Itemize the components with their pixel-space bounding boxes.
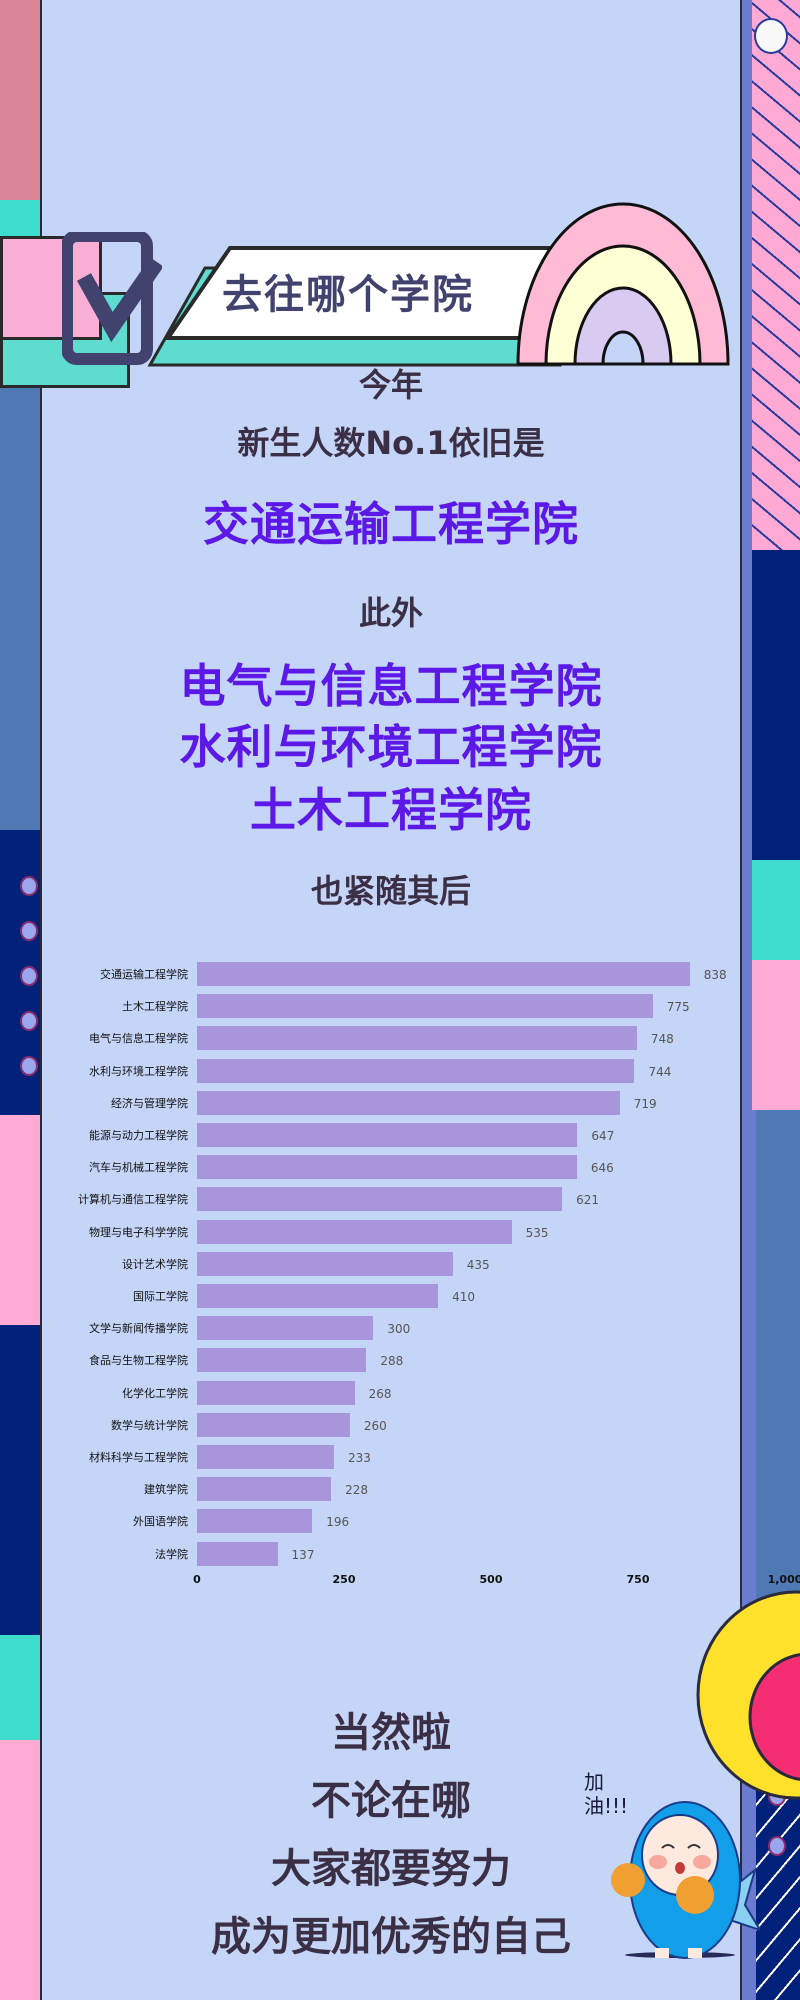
- intro-line-4: 也紧随其后: [310, 872, 471, 910]
- fish-mascot-icon: [611, 1801, 763, 1959]
- bar: [197, 1026, 637, 1051]
- mascot-illustration: 加油!!!: [584, 1770, 763, 1970]
- data-label: 196: [326, 1515, 350, 1530]
- x-tick-label: 750: [626, 1573, 650, 1586]
- bar: [197, 1348, 367, 1373]
- x-tick-label: 0: [193, 1573, 201, 1586]
- y-axis-label: 建筑学院: [144, 1483, 188, 1497]
- data-label: 288: [380, 1354, 404, 1369]
- data-label: 621: [576, 1193, 600, 1208]
- y-axis-label: 土木工程学院: [122, 1000, 188, 1014]
- bar: [197, 1251, 453, 1276]
- data-label: 748: [650, 1032, 674, 1047]
- y-axis-label: 外国语学院: [133, 1515, 188, 1529]
- data-label: 268: [368, 1386, 392, 1401]
- y-axis-label: 化学化工学院: [122, 1386, 188, 1400]
- bar: [197, 1155, 577, 1180]
- data-label: 410: [452, 1290, 475, 1304]
- follower-college: 水利与环境工程学院: [179, 720, 603, 774]
- bar: [197, 1445, 334, 1469]
- x-tick-label: 1,000: [767, 1573, 800, 1586]
- y-axis-label: 文学与新闻传播学院: [89, 1322, 188, 1336]
- y-axis-label: 数学与统计学院: [111, 1418, 188, 1432]
- bar: [197, 1123, 578, 1147]
- outro-line: 当然啦: [331, 1710, 451, 1756]
- bar: [197, 1380, 355, 1405]
- data-label: 137: [291, 1547, 315, 1562]
- data-label: 535: [525, 1225, 549, 1240]
- follower-college: 土木工程学院: [250, 783, 532, 837]
- mascot-cheer-text: 加油!!!: [584, 1770, 629, 1818]
- bar: [197, 1412, 350, 1437]
- bar: [197, 1219, 512, 1244]
- y-axis-label: 材料科学与工程学院: [89, 1451, 188, 1464]
- intro-line-3: 此外: [358, 594, 423, 632]
- data-label: 435: [466, 1257, 490, 1272]
- bar: [197, 1284, 439, 1308]
- data-label: 838: [703, 968, 727, 982]
- header-title: 去往哪个学院: [222, 272, 474, 318]
- bar: [197, 1509, 313, 1534]
- y-axis-label: 设计艺术学院: [122, 1257, 188, 1271]
- checkbox-icon: [61, 230, 164, 367]
- data-label: 260: [363, 1418, 387, 1433]
- y-axis-label: 计算机与通信工程学院: [78, 1193, 188, 1207]
- bar: [197, 1090, 620, 1115]
- bar: [197, 1316, 374, 1341]
- y-axis-label: 交通运输工程学院: [100, 968, 188, 981]
- bar: [197, 1058, 635, 1083]
- y-axis-label: 经济与管理学院: [111, 1096, 188, 1110]
- intro-line-1: 今年: [358, 366, 423, 404]
- circle-decor: [696, 1590, 800, 1800]
- outro-line: 大家都要努力: [271, 1846, 511, 1892]
- follower-college: 电气与信息工程学院: [179, 659, 603, 713]
- y-axis-label: 汽车与机械工程学院: [89, 1161, 188, 1175]
- bar: [197, 1541, 278, 1566]
- pink-circle-decor: [748, 1653, 800, 1781]
- data-label: 647: [591, 1129, 615, 1143]
- intro-line-2: 新生人数No.1依旧是: [237, 424, 545, 462]
- banner-graphics: [147, 202, 730, 367]
- data-label: 233: [348, 1451, 371, 1465]
- data-label: 744: [648, 1064, 672, 1079]
- bar: [197, 994, 653, 1019]
- rainbow-icon: [516, 202, 730, 366]
- outro-line: 成为更加优秀的自己: [211, 1914, 571, 1960]
- data-label: 300: [387, 1322, 411, 1337]
- y-axis-label: 物理与电子科学学院: [89, 1225, 188, 1239]
- y-axis-label: 国际工学院: [133, 1290, 188, 1303]
- y-axis-label: 能源与动力工程学院: [89, 1129, 188, 1142]
- top-college: 交通运输工程学院: [203, 497, 579, 551]
- data-label: 646: [590, 1161, 614, 1176]
- bar: [197, 1477, 332, 1502]
- y-axis-label: 食品与生物工程学院: [89, 1354, 188, 1368]
- outro-line: 不论在哪: [311, 1778, 471, 1824]
- x-tick-label: 500: [479, 1573, 503, 1586]
- bar: [197, 1187, 563, 1212]
- y-axis-label: 法学院: [155, 1547, 188, 1561]
- data-label: 719: [633, 1096, 657, 1111]
- y-axis-label: 水利与环境工程学院: [89, 1064, 188, 1078]
- y-axis-label: 电气与信息工程学院: [89, 1032, 188, 1046]
- data-label: 228: [345, 1483, 368, 1498]
- data-label: 775: [666, 1000, 690, 1015]
- bar: [197, 962, 690, 986]
- x-tick-label: 250: [332, 1573, 356, 1586]
